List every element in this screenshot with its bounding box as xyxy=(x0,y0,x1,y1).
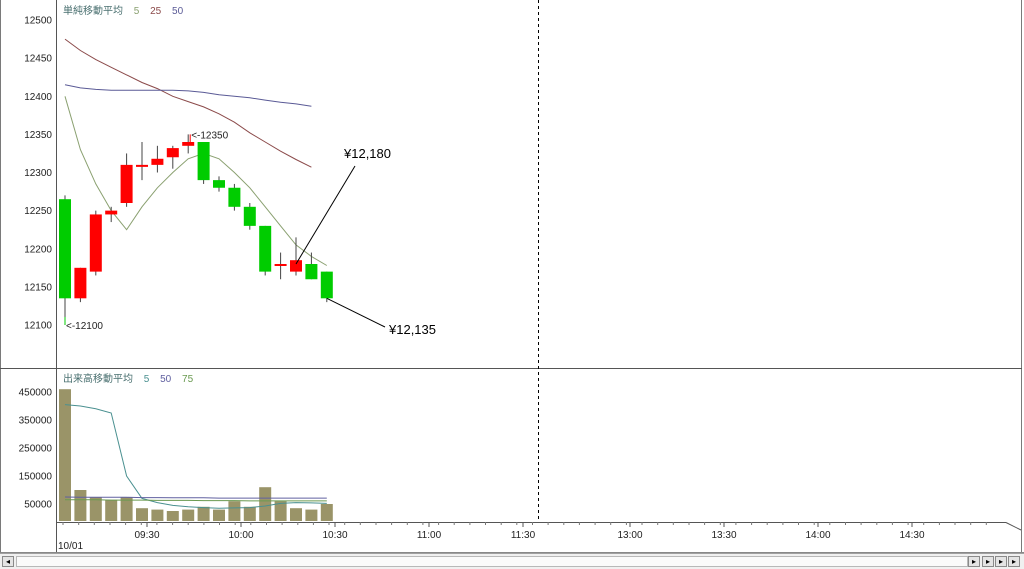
time-tick-label: 11:30 xyxy=(511,530,536,541)
volume-panel: 50000 150000 250000 350000 450000 xyxy=(19,388,333,521)
upper-legend: 単純移動平均 5 25 50 xyxy=(63,4,184,17)
volume-ma5-line xyxy=(64,404,327,509)
x-axis-bevel xyxy=(1005,522,1022,531)
volume-bar xyxy=(105,499,118,521)
volume-bar xyxy=(89,497,102,521)
candle-body xyxy=(228,187,241,207)
time-tick-label: 11:00 xyxy=(417,530,442,541)
horizontal-scrollbar[interactable]: ◂ ▸ ▸ ▸ ▸ xyxy=(0,553,1024,569)
volume-tick-label: 450000 xyxy=(19,388,53,399)
upper-legend-p1: 5 xyxy=(134,6,140,17)
candle-body xyxy=(74,267,87,299)
volume-bar xyxy=(228,501,241,521)
price-tick-label: 12150 xyxy=(24,282,52,293)
price-tick-label: 12400 xyxy=(24,92,52,103)
volume-bar xyxy=(213,509,225,521)
price-tick-label: 12300 xyxy=(24,168,52,179)
ma50-line xyxy=(64,84,312,107)
low-price-annotation: <-12100 xyxy=(66,321,103,332)
candle-body xyxy=(105,210,118,215)
zoom-button[interactable]: ▸ xyxy=(982,556,994,567)
volume-bar xyxy=(197,506,210,521)
callout-12135-line xyxy=(326,297,386,328)
price-tick-label: 12350 xyxy=(24,130,52,141)
candle-body xyxy=(166,148,179,158)
ma25-line xyxy=(64,38,312,168)
volume-bar xyxy=(166,511,179,521)
time-axis: 09:30 10:00 10:30 11:00 11:30 13:00 13:30 14:00… xyxy=(62,522,987,541)
price-panel: 12100 12150 12200 12250 12300 12350 12400 12450… xyxy=(24,16,436,338)
candle-body xyxy=(305,264,318,280)
volume-bar xyxy=(182,509,195,521)
candle-body xyxy=(290,260,302,272)
volume-ma50-line xyxy=(64,496,327,499)
time-tick-label: 09:30 xyxy=(134,530,159,541)
price-tick-label: 12200 xyxy=(24,244,52,255)
lower-legend-p1: 5 xyxy=(144,374,150,385)
volume-bar xyxy=(59,389,71,521)
volume-bar xyxy=(136,508,148,521)
candle-body xyxy=(120,164,133,203)
upper-legend-title: 単純移動平均 xyxy=(63,4,123,17)
candle-body xyxy=(259,225,272,272)
candle-body xyxy=(89,214,102,272)
time-tick-label: 10:30 xyxy=(322,530,347,541)
candle-body xyxy=(274,264,287,266)
scrollbar-track[interactable] xyxy=(16,556,968,567)
candle-body xyxy=(182,142,195,146)
price-tick-label: 12450 xyxy=(24,54,52,65)
candle-body xyxy=(197,142,210,181)
volume-bar xyxy=(290,508,302,521)
volume-bar xyxy=(274,501,287,521)
candle-body xyxy=(59,199,71,299)
time-tick-label: 10:00 xyxy=(228,530,253,541)
scroll-right-arrow-icon[interactable]: ▸ xyxy=(968,556,980,567)
time-tick-label: 14:00 xyxy=(805,530,830,541)
time-tick-label: 14:30 xyxy=(899,530,924,541)
volume-bar xyxy=(120,497,133,521)
lower-legend-title: 出来高移動平均 xyxy=(63,372,133,385)
volume-bar xyxy=(320,504,333,521)
volume-tick-label: 150000 xyxy=(19,472,53,483)
scroll-to-end-button[interactable]: ▸ xyxy=(995,556,1007,567)
lower-legend-p3: 75 xyxy=(182,374,194,385)
price-tick-label: 12100 xyxy=(24,321,52,332)
volume-tick-label: 50000 xyxy=(24,500,52,511)
high-price-annotation: <-12350 xyxy=(191,130,228,141)
lower-legend: 出来高移動平均 5 50 75 xyxy=(63,372,194,385)
callout-12180-line xyxy=(295,165,356,265)
callout-12135-label: ¥12,135 xyxy=(388,322,436,337)
volume-ma75-line xyxy=(65,499,327,502)
candle-body xyxy=(320,271,333,299)
volume-bar xyxy=(74,490,87,521)
scroll-left-arrow-icon[interactable]: ◂ xyxy=(2,556,14,567)
candle-body xyxy=(213,180,225,188)
candle-body xyxy=(243,206,256,226)
date-label: 10/01 xyxy=(58,541,83,552)
fit-button[interactable]: ▸ xyxy=(1008,556,1020,567)
price-tick-label: 12250 xyxy=(24,206,52,217)
candle-body xyxy=(151,158,164,165)
price-tick-label: 12500 xyxy=(24,16,52,27)
chart-canvas: 単純移動平均 5 25 50 出来高移動平均 5 50 75 10/01 121… xyxy=(0,0,1024,553)
upper-legend-p3: 50 xyxy=(172,6,184,17)
volume-tick-label: 250000 xyxy=(19,444,53,455)
candle-body xyxy=(136,164,148,167)
upper-legend-p2: 25 xyxy=(150,6,162,17)
time-tick-label: 13:00 xyxy=(617,530,642,541)
callout-12180-label: ¥12,180 xyxy=(343,146,391,161)
lower-legend-p2: 50 xyxy=(160,374,172,385)
time-tick-label: 13:30 xyxy=(711,530,736,541)
volume-bar xyxy=(259,487,272,521)
ma5-line xyxy=(64,96,328,266)
volume-bar xyxy=(243,506,256,521)
volume-bar xyxy=(305,509,318,521)
volume-bar xyxy=(151,509,164,521)
volume-tick-label: 350000 xyxy=(19,416,53,427)
